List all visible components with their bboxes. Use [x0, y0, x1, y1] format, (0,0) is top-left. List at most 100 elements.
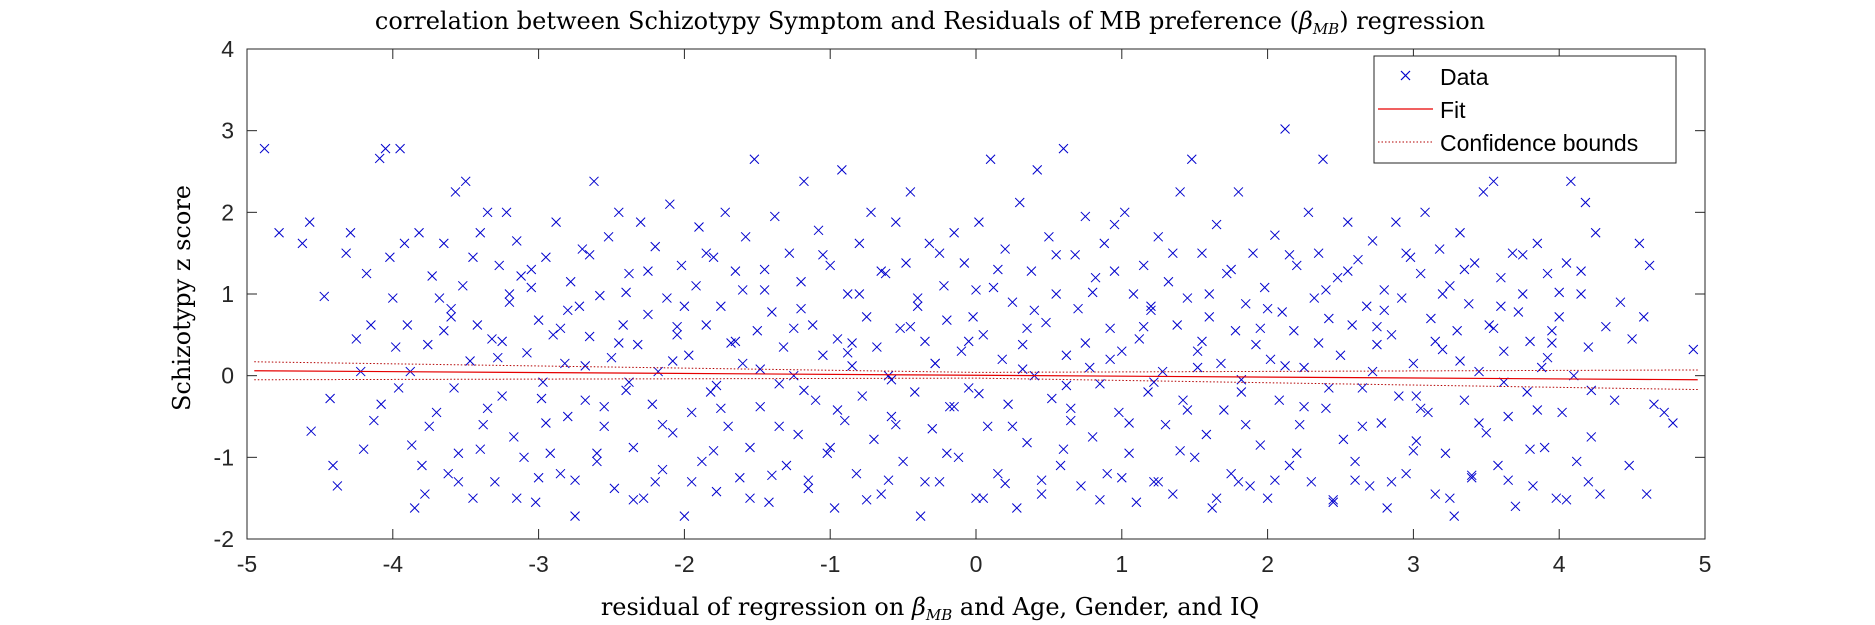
x-tick-label: 3 [1407, 551, 1420, 577]
data-point [664, 199, 675, 210]
data-point [613, 207, 624, 218]
data-point [1065, 403, 1076, 414]
data-point [1146, 301, 1156, 312]
data-point [613, 338, 624, 348]
data-point [1080, 211, 1091, 222]
data-point [866, 207, 876, 218]
data-point [1542, 352, 1553, 363]
data-point [427, 271, 438, 281]
data-point [697, 456, 707, 467]
data-point [460, 176, 471, 187]
data-point [653, 366, 664, 377]
data-point [847, 338, 857, 348]
data-point [1357, 421, 1368, 432]
data-point [494, 260, 505, 271]
data-point [1437, 344, 1448, 355]
data-point [1401, 248, 1411, 259]
data-point [1503, 411, 1514, 422]
y-tick-label: -2 [214, 526, 234, 552]
data-point [1061, 350, 1072, 361]
data-point [745, 442, 755, 453]
data-point [788, 323, 799, 334]
data-point [1044, 231, 1054, 242]
data-point [730, 336, 741, 347]
data-point [1452, 325, 1462, 336]
data-point [1192, 346, 1203, 357]
data-point [711, 380, 722, 391]
data-point [985, 154, 996, 165]
data-point [599, 401, 610, 412]
data-point [1051, 289, 1062, 299]
y-tick-label: -1 [214, 444, 234, 470]
data-point [749, 154, 760, 165]
data-point [306, 426, 317, 437]
data-point [1542, 268, 1553, 279]
data-point [635, 217, 646, 227]
data-point [1615, 297, 1626, 308]
data-point [912, 301, 923, 312]
data-point [993, 468, 1003, 479]
data-point [774, 378, 785, 389]
data-point [1274, 395, 1285, 406]
data-point [443, 468, 454, 479]
data-point [1265, 354, 1276, 365]
data-point [1525, 444, 1535, 455]
data-point [475, 444, 486, 455]
data-point [1007, 421, 1018, 432]
data-point [676, 260, 687, 271]
data-point [890, 217, 901, 227]
data-point [1566, 176, 1576, 187]
data-point [562, 411, 573, 422]
data-point [1167, 489, 1178, 499]
data-point [1143, 387, 1153, 397]
data-point [683, 350, 694, 361]
data-point [1017, 339, 1028, 350]
data-point [941, 448, 952, 459]
data-point [530, 497, 541, 508]
data-point [409, 503, 420, 513]
data-point [971, 285, 981, 295]
data-point [1688, 344, 1699, 355]
data-point [1488, 323, 1499, 334]
data-point [562, 305, 573, 316]
data-point [1073, 303, 1083, 314]
data-point [492, 352, 503, 363]
data-point [880, 268, 891, 279]
data-point [857, 391, 868, 401]
data-point [872, 342, 882, 352]
data-point [1367, 236, 1378, 246]
data-point [1026, 266, 1037, 276]
data-point [861, 494, 872, 505]
data-point [740, 231, 751, 242]
data-point [890, 419, 901, 430]
data-point [778, 342, 789, 352]
data-point [345, 227, 356, 238]
legend-bounds-label: Confidence bounds [1440, 130, 1638, 156]
data-point [1528, 481, 1538, 491]
data-point [1561, 258, 1572, 268]
data-point [861, 312, 872, 322]
data-point [417, 460, 427, 471]
data-point [570, 511, 580, 521]
data-point [1379, 305, 1390, 316]
chart-title: correlation between Schizotypy Symptom a… [375, 7, 1485, 38]
data-point [508, 432, 519, 442]
data-point [796, 276, 806, 287]
data-point [1321, 403, 1331, 414]
data-point [1466, 470, 1477, 481]
data-point [328, 460, 338, 471]
data-point [1401, 468, 1411, 479]
data-point [927, 423, 938, 434]
data-point [803, 475, 814, 486]
data-point [1014, 197, 1025, 208]
data-point [1323, 313, 1334, 324]
data-point [1131, 497, 1142, 508]
data-point [672, 321, 682, 332]
data-point [711, 486, 722, 497]
data-point [319, 291, 330, 302]
data-point [1391, 217, 1401, 227]
data-point [1000, 244, 1011, 254]
data-point [974, 388, 984, 399]
data-point [672, 329, 682, 340]
